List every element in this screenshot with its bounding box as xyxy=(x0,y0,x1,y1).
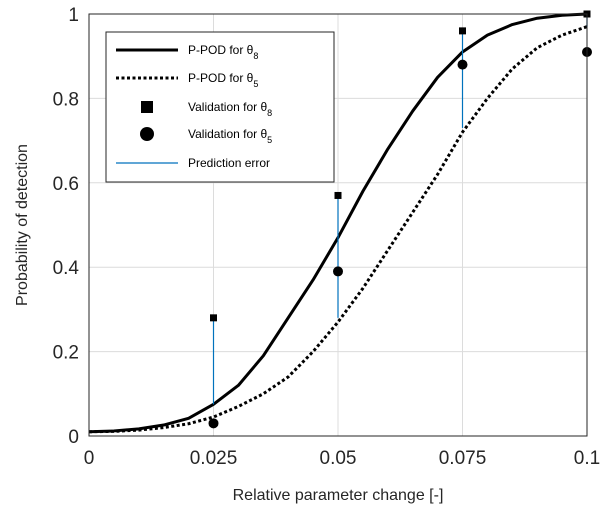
marker-square xyxy=(459,27,466,35)
y-tick-label: 0 xyxy=(68,427,79,448)
x-tick-label: 0.05 xyxy=(320,448,357,469)
legend-label-subscript: 8 xyxy=(267,108,272,118)
legend-label: Validation for θ5 xyxy=(188,127,272,145)
legend-label: P-POD for θ5 xyxy=(188,71,258,89)
plot-frame xyxy=(88,13,588,437)
legend-label-text: Validation for θ xyxy=(188,100,267,114)
legend-label-text: P-POD for θ xyxy=(188,43,254,57)
y-tick-label: 0.2 xyxy=(53,343,79,364)
y-tick-label: 0.8 xyxy=(53,89,79,110)
y-tick-label: 1 xyxy=(68,5,79,26)
y-tick-labels: 0 0.2 0.4 0.6 0.8 1 xyxy=(53,5,80,448)
legend-label-text: Prediction error xyxy=(188,156,270,170)
x-tick-labels: 0 0.025 0.05 0.075 0.1 xyxy=(84,448,601,469)
legend-swatch-circle xyxy=(140,127,154,141)
legend-label-subscript: 5 xyxy=(267,135,272,145)
legend-label-text: P-POD for θ xyxy=(188,71,254,85)
legend-label-subscript: 5 xyxy=(253,79,258,89)
marker-circle xyxy=(457,59,468,70)
y-tick-label: 0.6 xyxy=(53,174,79,195)
marker-circle xyxy=(208,418,219,429)
marker-square xyxy=(210,314,217,322)
x-tick-label: 0.075 xyxy=(439,448,487,469)
y-tick-label: 0.4 xyxy=(53,258,80,279)
x-tick-label: 0 xyxy=(84,448,95,469)
legend-label-text: Validation for θ xyxy=(188,127,267,141)
legend-label: Prediction error xyxy=(188,156,270,170)
legend-label-subscript: 8 xyxy=(253,51,258,61)
legend-label: P-POD for θ8 xyxy=(188,43,258,61)
series-line-theta5 xyxy=(88,25,588,434)
x-tick-label: 0.025 xyxy=(190,448,238,469)
legend-label: Validation for θ8 xyxy=(188,100,272,118)
marker-square xyxy=(334,191,342,199)
x-axis-label: Relative parameter change [-] xyxy=(233,487,444,504)
marker-circle xyxy=(333,266,343,277)
y-axis-label: Probability of detection xyxy=(14,144,31,306)
x-tick-label: 0.1 xyxy=(574,448,600,469)
legend-swatch-square xyxy=(141,101,153,113)
